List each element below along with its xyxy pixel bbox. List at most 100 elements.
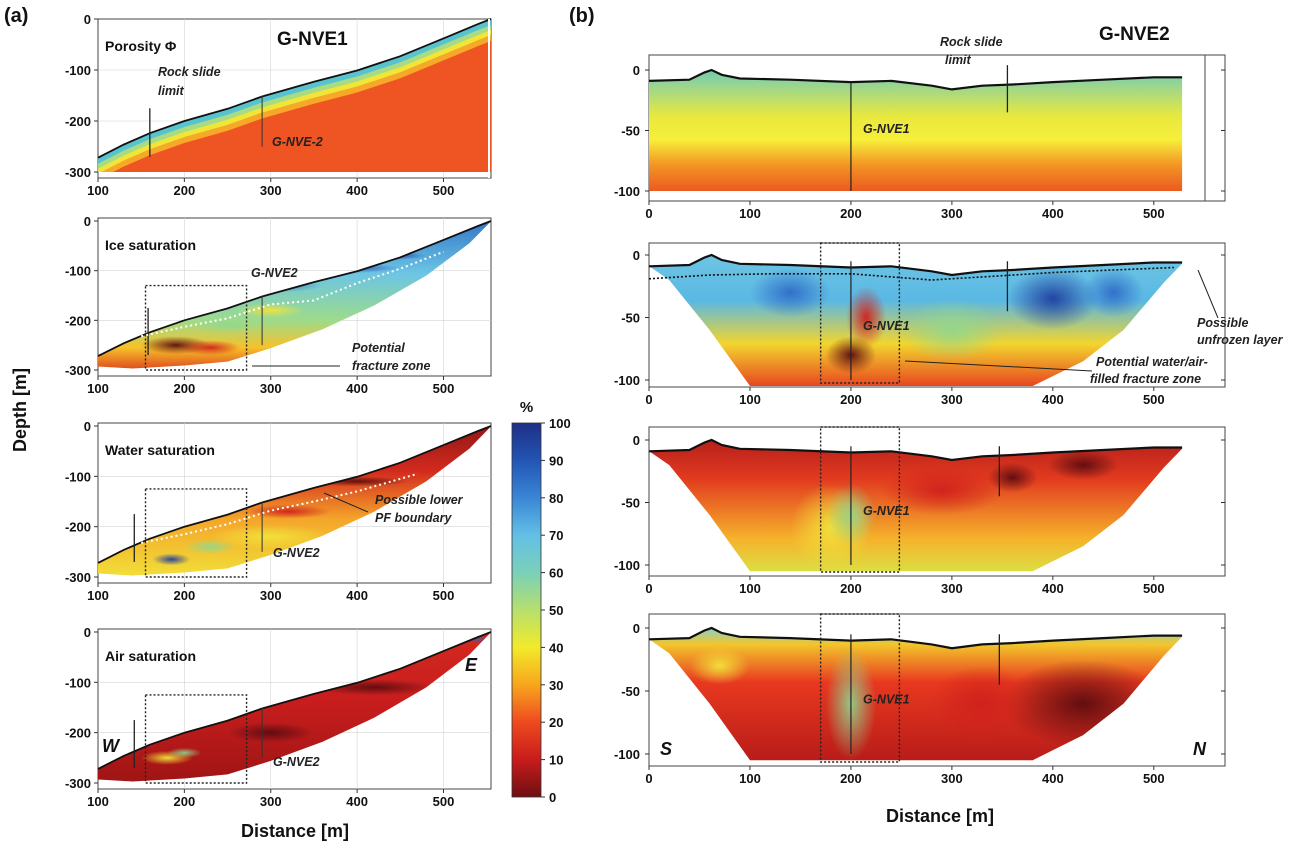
- topography-line: [648, 253, 1183, 277]
- saturation-patch: [1083, 267, 1144, 318]
- x-tick-label: 400: [346, 183, 368, 198]
- direction-north: N: [1193, 739, 1207, 759]
- x-tick-label: 500: [1143, 392, 1165, 407]
- right-x-axis-label: Distance [m]: [886, 806, 994, 826]
- x-tick-label: 400: [1042, 206, 1064, 221]
- rock-slide-note: limit: [945, 53, 972, 67]
- y-tick-label: 0: [633, 621, 640, 636]
- y-tick-label: -100: [65, 675, 91, 690]
- rock-slide-note: limit: [158, 84, 185, 98]
- x-tick-label: 100: [87, 588, 109, 603]
- pf-note: Possible lower: [375, 493, 464, 507]
- colorbar-tick-label: 80: [549, 491, 563, 506]
- left-profile-title: G-NVE1: [277, 29, 348, 50]
- x-tick-label: 300: [260, 381, 282, 396]
- y-tick-label: -100: [614, 558, 640, 573]
- saturation-patch: [236, 302, 306, 318]
- x-tick-label: 300: [941, 206, 963, 221]
- rock-slide-note: Rock slide: [158, 65, 221, 79]
- unfrozen-note: Possible: [1197, 316, 1248, 330]
- saturation-patch: [184, 539, 237, 555]
- y-tick-label: 0: [633, 433, 640, 448]
- right-subplot-1: 0 100 200 300 400 500 0 -50 -100 G-NVE1 Rock slide…: [614, 35, 1226, 221]
- right-subplot-2: 0 100 200 300 400 500 0 -50 -100 G-NVE1 Possible un…: [614, 242, 1284, 407]
- saturation-patch: [1007, 267, 1099, 330]
- left-subplot-1: 100 200 300 400 500 0 -100 -200 -300 Porosity Φ Ro…: [65, 12, 492, 198]
- colorbar-tick-label: 0: [549, 790, 556, 805]
- saturation-patch: [180, 340, 241, 356]
- y-tick-label: -50: [621, 311, 640, 326]
- topography-line: [648, 438, 1183, 462]
- crossing-label: G-NVE2: [251, 266, 298, 280]
- topography-line: [648, 626, 1183, 650]
- y-tick-label: -200: [65, 726, 91, 741]
- x-tick-label: 300: [260, 183, 282, 198]
- x-tick-label: 0: [645, 206, 652, 221]
- x-tick-label: 100: [87, 183, 109, 198]
- y-tick-label: -200: [65, 114, 91, 129]
- direction-south: S: [660, 739, 672, 759]
- y-tick-label: -100: [614, 184, 640, 199]
- right-subplot-3: 0 100 200 300 400 500 0 -50 -100 G-NVE1: [614, 426, 1226, 596]
- subplot-title: Porosity Φ: [105, 38, 177, 54]
- saturation-patch: [167, 747, 202, 758]
- saturation-patch: [901, 298, 1003, 362]
- x-tick-label: 300: [941, 581, 963, 596]
- left-subplot-3: 100 200 300 400 500 0 -100 -200 -300 Water satura…: [65, 419, 492, 603]
- x-tick-label: 0: [645, 581, 652, 596]
- section-image: [649, 628, 1183, 761]
- x-tick-label: 400: [346, 794, 368, 809]
- right-subplot-4: 0 100 200 300 400 500 0 -50 -100 G-NVE1 S N: [614, 613, 1226, 786]
- saturation-patch: [244, 504, 332, 519]
- note-leader: [323, 492, 369, 513]
- y-tick-label: -300: [65, 165, 91, 180]
- right-profile-title: G-NVE2: [1099, 24, 1170, 45]
- x-tick-label: 400: [1042, 392, 1064, 407]
- unfrozen-boundary: [648, 266, 1175, 281]
- y-tick-label: -100: [65, 63, 91, 78]
- y-tick-label: 0: [633, 63, 640, 78]
- x-tick-label: 0: [645, 392, 652, 407]
- rock-slide-note: Rock slide: [940, 35, 1003, 49]
- direction-east: E: [465, 655, 478, 675]
- colorbar-ramp: [511, 422, 542, 798]
- topography-line: [97, 425, 492, 564]
- x-tick-label: 300: [260, 794, 282, 809]
- unfrozen-note: unfrozen layer: [1197, 333, 1284, 347]
- pf-boundary: [140, 250, 444, 338]
- x-tick-label: 100: [87, 794, 109, 809]
- x-tick-label: 100: [739, 771, 761, 786]
- y-tick-label: -50: [621, 496, 640, 511]
- topography-line: [97, 18, 492, 159]
- saturation-patch: [227, 722, 314, 743]
- colorbar-tick-label: 100: [549, 416, 571, 431]
- x-tick-label: 200: [174, 381, 196, 396]
- x-tick-label: 200: [840, 771, 862, 786]
- crossing-label: G-NVE1: [863, 693, 910, 707]
- x-tick-label: 100: [739, 392, 761, 407]
- y-tick-label: -100: [614, 747, 640, 762]
- left-y-axis-label: Depth [m]: [10, 368, 30, 452]
- x-tick-label: 400: [1042, 771, 1064, 786]
- x-tick-label: 200: [174, 183, 196, 198]
- right-panel: 0 100 200 300 400 500 0 -50 -100 G-NVE1 Rock slide…: [614, 35, 1284, 786]
- x-tick-label: 200: [840, 581, 862, 596]
- x-tick-label: 500: [433, 794, 455, 809]
- x-tick-label: 500: [1143, 581, 1165, 596]
- fracture-zone-box: [144, 694, 248, 784]
- fracture-note: Potential: [352, 341, 405, 355]
- x-tick-label: 400: [346, 381, 368, 396]
- x-tick-label: 200: [174, 794, 196, 809]
- saturation-patch: [210, 524, 332, 550]
- y-tick-label: -300: [65, 776, 91, 791]
- saturation-patch: [749, 267, 831, 318]
- x-tick-label: 200: [840, 392, 862, 407]
- topography-line: [97, 631, 492, 770]
- subplot-title: Air saturation: [105, 648, 196, 664]
- x-tick-label: 100: [739, 206, 761, 221]
- left-panel: 100 200 300 400 500 0 -100 -200 -300 Porosity Φ Ro…: [65, 12, 492, 809]
- y-tick-label: -50: [621, 684, 640, 699]
- x-tick-label: 500: [1143, 206, 1165, 221]
